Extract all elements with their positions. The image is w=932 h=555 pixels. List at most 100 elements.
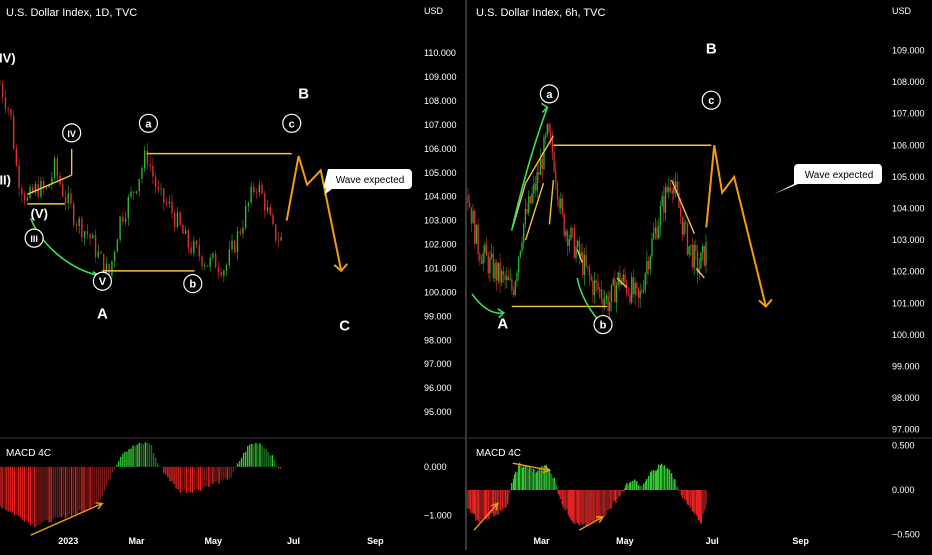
- macd-bar: [575, 490, 577, 521]
- wave-expected-note-daily[interactable]: Wave expected: [323, 169, 412, 195]
- macd-bar: [595, 490, 597, 520]
- macd-bar: [508, 490, 510, 498]
- candle-body: [264, 193, 266, 211]
- candle-body: [103, 253, 105, 276]
- candle-body: [470, 207, 473, 224]
- macd-bar: [138, 442, 140, 467]
- wave-label-circle: [282, 113, 302, 133]
- macd-bar: [635, 481, 637, 490]
- macd-bar: [109, 466, 112, 479]
- candle-body: [626, 282, 628, 294]
- macd-bar: [9, 466, 11, 512]
- macd-bar: [265, 448, 267, 467]
- macd-bar: [491, 490, 493, 513]
- price-tick-label: 106.000: [424, 144, 457, 154]
- green-curve-arrow: [29, 217, 100, 277]
- macd-bar: [681, 490, 684, 499]
- macd-bar: [146, 443, 149, 467]
- macd-bar: [602, 490, 604, 514]
- wave-label: C: [339, 318, 350, 335]
- candle-body: [83, 231, 86, 238]
- time-tick-label: Mar: [128, 536, 145, 546]
- candle-body: [7, 108, 9, 110]
- candle-body: [487, 255, 489, 274]
- macd-bar: [77, 466, 79, 514]
- macd-bar: [636, 481, 638, 490]
- wave-label: B: [298, 86, 309, 103]
- macd-bar: [473, 490, 475, 514]
- macd-bar: [519, 463, 522, 490]
- macd-bar: [0, 466, 1, 506]
- macd-bar: [472, 490, 474, 514]
- note-text-daily: Wave expected: [336, 175, 405, 186]
- macd-bar: [601, 490, 603, 519]
- candle-body: [556, 182, 559, 200]
- macd-bar: [480, 490, 482, 520]
- candle-body: [563, 214, 565, 236]
- macd-bar: [218, 466, 220, 484]
- candle-body: [669, 187, 672, 191]
- macd-tick-label: −0.500: [892, 530, 920, 540]
- macd-bar: [568, 490, 570, 517]
- candle-body: [477, 224, 479, 255]
- macd-bar: [692, 490, 695, 512]
- candle-body: [122, 216, 124, 222]
- macd-bar: [13, 466, 16, 516]
- candle-body: [70, 193, 72, 204]
- macd-bar: [115, 465, 118, 467]
- wave-expected-note-6h[interactable]: Wave expected: [774, 164, 882, 194]
- macd-bar: [511, 483, 514, 490]
- macd-bar: [515, 472, 518, 490]
- candle-body: [636, 282, 638, 288]
- price-tick-label: 98.000: [892, 393, 920, 403]
- chart-panel-6h[interactable]: 109.000 108.000 107.000 106.000 105.000 104.0…: [467, 6, 932, 546]
- macd-bar: [469, 490, 471, 510]
- macd-bar: [657, 464, 660, 490]
- macd-bar: [269, 455, 271, 467]
- macd-bar: [660, 463, 663, 490]
- macd-bar: [150, 445, 153, 467]
- candle-body: [597, 282, 599, 290]
- macd-bar: [488, 490, 490, 519]
- macd-bar: [524, 464, 527, 490]
- macd-bar: [476, 490, 478, 519]
- candle-body: [42, 180, 45, 189]
- candle-body: [64, 196, 67, 204]
- candle-body: [217, 267, 220, 272]
- chart-panel-daily[interactable]: 110.000 109.000 108.000 107.000 106.000 105.0…: [0, 6, 466, 546]
- macd-bar: [570, 490, 572, 521]
- macd-bar: [89, 466, 91, 509]
- macd-bar: [563, 490, 566, 508]
- macd-bar: [105, 466, 108, 487]
- candle-body: [250, 186, 252, 203]
- candle-body: [51, 177, 53, 185]
- macd-bar: [566, 490, 568, 509]
- candle-body: [73, 203, 75, 225]
- macd-bar: [637, 485, 639, 490]
- candle-body: [190, 247, 192, 254]
- candle-body: [607, 295, 609, 312]
- macd-bar: [569, 490, 571, 519]
- wave-label: a: [145, 118, 152, 130]
- macd-bar: [19, 466, 22, 518]
- candle-body: [690, 244, 692, 247]
- macd-bar: [593, 490, 595, 522]
- macd-bar: [257, 444, 259, 467]
- projection-arrowhead: [758, 298, 773, 308]
- candle-body: [501, 271, 503, 283]
- macd-bar: [537, 472, 540, 490]
- macd-bar: [680, 490, 683, 495]
- macd-bar: [666, 468, 669, 490]
- macd-bar: [521, 467, 524, 490]
- macd-bar: [36, 466, 38, 527]
- macd-bar: [490, 490, 492, 514]
- macd-bar: [206, 466, 208, 486]
- macd-bar: [629, 482, 631, 490]
- macd-bar: [643, 483, 645, 490]
- macd-bar: [148, 443, 151, 467]
- macd-bar: [688, 490, 691, 505]
- candle-body: [565, 231, 567, 236]
- candle-body: [506, 276, 508, 281]
- macd-bar: [648, 475, 650, 490]
- candle-body: [119, 216, 121, 240]
